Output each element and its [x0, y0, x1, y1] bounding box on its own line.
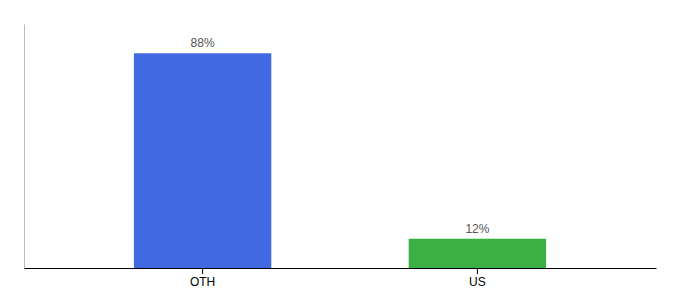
bars — [134, 53, 546, 268]
x-tick-label: US — [469, 275, 486, 289]
x-tick-label: OTH — [190, 275, 215, 289]
bar — [134, 53, 271, 268]
x-tick: US — [469, 268, 486, 289]
y-axis — [24, 25, 25, 269]
data-labels: 88% 12% — [191, 36, 490, 235]
x-tick-mark — [202, 268, 203, 274]
x-tick-mark — [477, 268, 478, 274]
x-tick: OTH — [190, 268, 215, 289]
data-label: 88% — [191, 36, 215, 50]
plot: OTH US 88% 12% — [25, 25, 657, 289]
y-axis-line — [24, 25, 25, 269]
chart: OTH US 88% 12% — [0, 0, 680, 300]
x-axis: OTH US — [25, 268, 657, 289]
x-axis-line — [25, 268, 657, 269]
bar — [409, 239, 546, 268]
data-label: 12% — [465, 222, 489, 236]
